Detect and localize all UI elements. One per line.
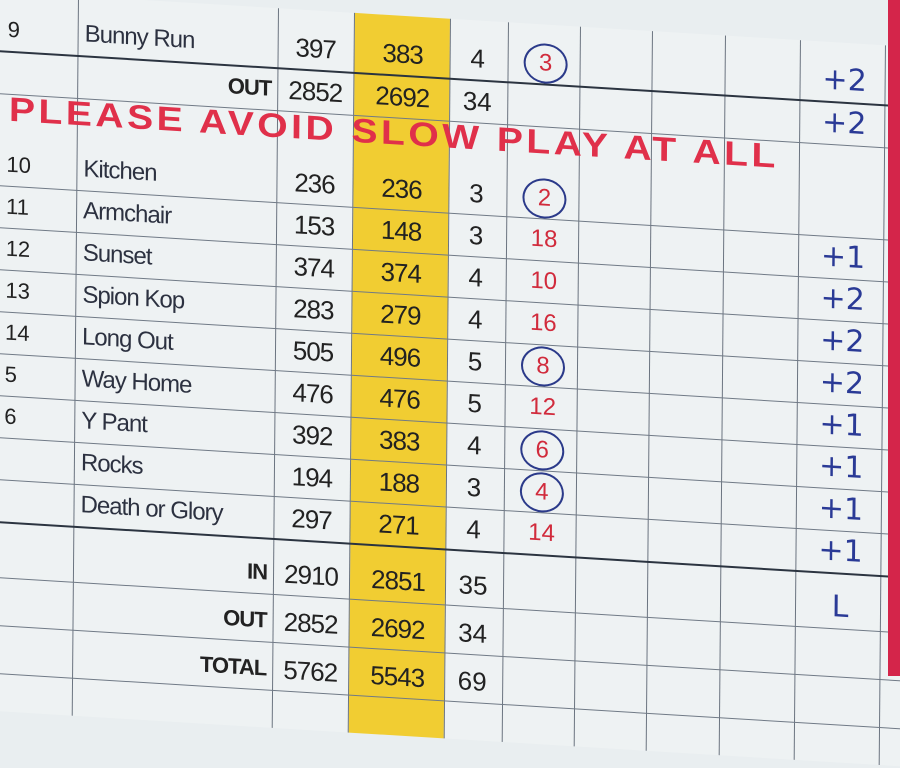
- out-yellow: 2692: [375, 80, 430, 114]
- handwritten-score: +1: [820, 238, 866, 277]
- total-yellow: 2692: [370, 611, 425, 646]
- par: 3: [468, 219, 484, 251]
- par: 4: [468, 261, 484, 293]
- hole-number: 12: [5, 235, 31, 263]
- card-red-border: [888, 0, 900, 676]
- out-par: 34: [462, 85, 492, 118]
- white-yardage: 153: [293, 209, 335, 242]
- yellow-yardage: 188: [378, 466, 420, 499]
- stroke-index: 4: [514, 471, 570, 514]
- white-yardage: 194: [291, 461, 333, 494]
- handwritten-score: +2: [822, 61, 867, 100]
- yellow-yardage: 148: [380, 214, 422, 247]
- stroke-index: 16: [529, 308, 557, 338]
- handwritten-score: +2: [820, 322, 865, 361]
- yellow-yardage: 279: [380, 298, 421, 331]
- white-yardage: 236: [294, 167, 335, 200]
- yellow-yardage: 383: [382, 37, 423, 71]
- par: 5: [467, 345, 483, 377]
- hole-number: 10: [6, 151, 32, 179]
- total-white: 5762: [283, 654, 338, 688]
- total-par: 34: [458, 617, 488, 650]
- handwritten-score: [814, 199, 874, 203]
- total-score: [809, 687, 869, 691]
- total-yellow: 5543: [370, 659, 425, 694]
- stroke-index: 12: [529, 392, 557, 422]
- circled-stroke-index: 2: [522, 177, 567, 220]
- total-label: IN: [246, 558, 268, 585]
- par: 5: [467, 387, 483, 419]
- stroke-index: 8: [515, 345, 571, 388]
- out-label: OUT: [227, 73, 272, 101]
- par: 3: [466, 471, 482, 503]
- hole-number: 13: [5, 277, 30, 305]
- circled-stroke-index: 6: [520, 429, 565, 472]
- out-score: +2: [821, 104, 867, 143]
- hole-name: Death or Glory: [80, 491, 223, 527]
- total-label: TOTAL: [199, 651, 267, 681]
- white-yardage: 297: [291, 503, 332, 536]
- total-par: 35: [458, 569, 488, 602]
- handwritten-score: +1: [818, 448, 864, 487]
- yellow-yardage: 374: [380, 256, 422, 289]
- total-par: 69: [457, 665, 487, 697]
- hole-number: 11: [6, 193, 30, 220]
- hole-number: 5: [4, 361, 18, 388]
- par: 3: [469, 177, 484, 209]
- total-white: 2852: [283, 606, 338, 640]
- total-score: L: [831, 589, 849, 626]
- stroke-index: 2: [516, 177, 572, 220]
- white-yardage: 476: [292, 377, 333, 410]
- total-white: 2910: [284, 558, 339, 592]
- par: 4: [466, 513, 481, 545]
- total-label: OUT: [223, 604, 267, 633]
- stroke-index: 6: [514, 429, 570, 472]
- out-white: 2852: [288, 74, 343, 109]
- circled-stroke-index: 3: [523, 42, 568, 85]
- white-yardage: 283: [293, 293, 334, 326]
- handwritten-score: +1: [818, 532, 863, 570]
- hole-name: Bunny Run: [84, 20, 195, 55]
- handwritten-score: +1: [818, 490, 864, 528]
- yellow-yardage: 496: [379, 340, 421, 373]
- stroke-index: 3: [517, 42, 573, 85]
- par: 4: [468, 303, 483, 335]
- total-yellow: 2851: [371, 563, 426, 598]
- white-yardage: 392: [291, 419, 333, 452]
- yellow-yardage: 476: [379, 382, 420, 415]
- par: 4: [466, 429, 482, 461]
- hole-number: 14: [4, 319, 30, 347]
- white-yardage: 374: [293, 251, 335, 284]
- handwritten-score: +2: [819, 364, 865, 403]
- yellow-yardage: 383: [378, 424, 420, 457]
- stroke-index: 18: [530, 224, 558, 254]
- handwritten-score: +1: [819, 406, 864, 445]
- handwritten-score: +2: [820, 280, 865, 319]
- stroke-index: 14: [528, 518, 556, 548]
- circled-stroke-index: 4: [519, 471, 565, 514]
- yellow-yardage: 271: [378, 508, 419, 541]
- par: 4: [470, 42, 486, 74]
- white-yardage: 397: [295, 32, 336, 65]
- white-yardage: 505: [292, 335, 334, 368]
- hole-number: 6: [4, 403, 17, 430]
- hole-number: 9: [7, 16, 21, 43]
- stroke-index: 10: [530, 266, 558, 296]
- hole-number: [4, 443, 64, 447]
- total-score: [810, 639, 870, 643]
- hole-number: [4, 485, 64, 489]
- circled-stroke-index: 8: [520, 345, 566, 388]
- yellow-yardage: 236: [381, 172, 422, 205]
